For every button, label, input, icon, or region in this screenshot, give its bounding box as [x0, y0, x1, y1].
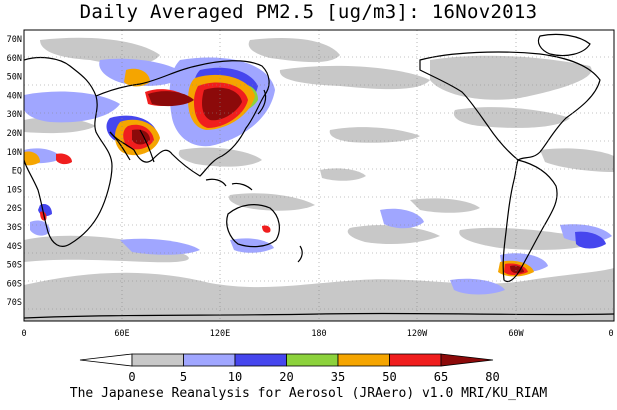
lat-label: 60S — [7, 279, 22, 289]
footer-credit: The Japanese Reanalysis for Aerosol (JRA… — [69, 386, 548, 401]
lat-label: 60N — [7, 54, 22, 64]
concentration-80-plus — [132, 87, 524, 274]
lat-label: 50S — [7, 261, 22, 271]
lon-label: 60W — [508, 329, 524, 339]
colorbar-label: 50 — [382, 370, 396, 384]
lat-label: 20N — [7, 129, 22, 139]
longitude-labels: 0 60E 120E 180 120W 60W 0 — [21, 329, 613, 339]
concentration-5-10 — [24, 37, 614, 321]
colorbar — [79, 353, 494, 367]
lat-label: 40S — [7, 242, 22, 252]
lat-label: EQ — [12, 167, 22, 177]
colorbar-segment — [440, 353, 494, 367]
colorbar-label: 80 — [485, 370, 499, 384]
colorbar-segment — [183, 353, 236, 367]
colorbar-segment — [79, 353, 133, 367]
colorbar-segment — [234, 353, 287, 367]
colorbar-label: 10 — [228, 370, 242, 384]
map-frame — [23, 29, 615, 322]
latitude-labels: 70N 60N 50N 40N 30N 20N 10N EQ 10S 20S 30S 40S 50S 60… — [7, 35, 22, 308]
graticule — [24, 30, 614, 321]
lat-label: 30S — [7, 223, 22, 233]
coastlines — [24, 33, 614, 319]
colorbar-segment — [389, 353, 442, 367]
lat-label: 30N — [7, 110, 22, 120]
colorbar-label: 5 — [180, 370, 187, 384]
colorbar-label: 20 — [279, 370, 293, 384]
colorbar-label: 65 — [434, 370, 448, 384]
lon-label: 0 — [21, 329, 26, 339]
lat-label: 10S — [7, 185, 22, 195]
lat-label: 10N — [7, 148, 22, 158]
lon-label: 180 — [311, 329, 326, 339]
lat-label: 70S — [7, 298, 22, 308]
lon-label: 0 — [608, 329, 613, 339]
lon-label: 120W — [407, 329, 428, 339]
colorbar-label: 35 — [331, 370, 345, 384]
colorbar-label: 0 — [128, 370, 135, 384]
lat-label: 20S — [7, 204, 22, 214]
colorbar-segment — [131, 353, 184, 367]
map-title: Daily Averaged PM2.5 [ug/m3]: 16Nov2013 — [79, 1, 538, 23]
lon-label: 120E — [210, 329, 230, 339]
lon-label: 60E — [114, 329, 129, 339]
lat-label: 50N — [7, 73, 22, 83]
colorbar-segment — [286, 353, 339, 367]
colorbar-labels: 0 5 10 20 35 50 65 80 — [128, 370, 499, 384]
lat-label: 40N — [7, 91, 22, 101]
lat-label: 70N — [7, 35, 22, 45]
colorbar-segment — [337, 353, 390, 367]
